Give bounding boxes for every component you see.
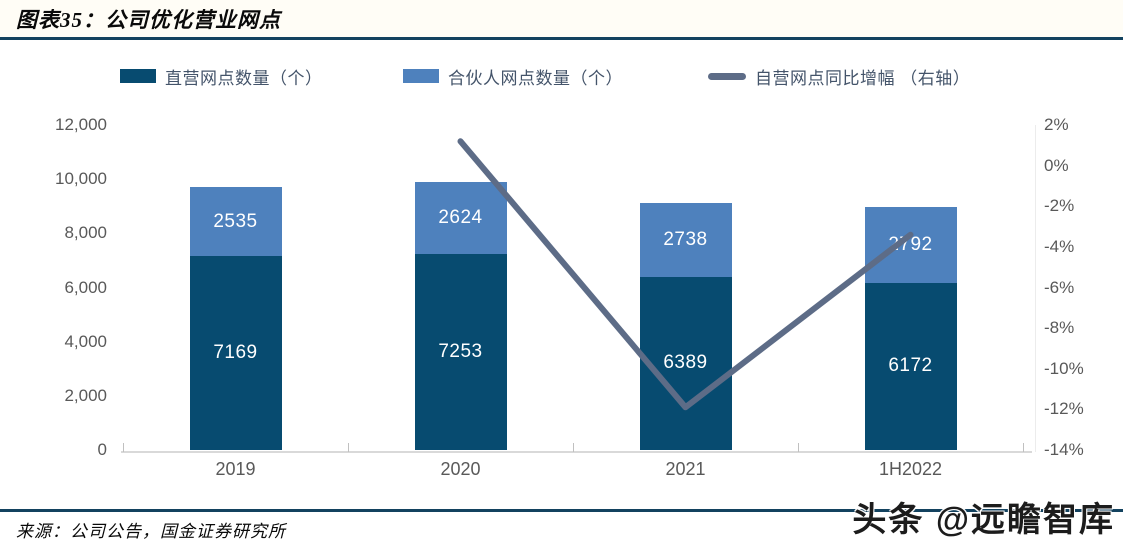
x-axis-tick: [573, 443, 574, 452]
legend-item-direct-outlets: 直营网点数量（个）: [120, 62, 323, 90]
bar-segment-direct: 7253: [414, 253, 507, 450]
title-rule: [0, 37, 1123, 40]
x-axis-tick: [798, 443, 799, 452]
right-axis-label: -12%: [1044, 399, 1084, 419]
bar-segment-partner: 2738: [639, 202, 732, 277]
right-axis-label: -8%: [1044, 318, 1075, 338]
bar-value-label: 2535: [213, 210, 258, 232]
bar-segment-partner: 2624: [414, 182, 507, 254]
category-label: 2019: [215, 459, 256, 479]
bar-value-label: 2792: [888, 234, 933, 256]
legend-label-yoy-growth: 自营网点同比增幅 （右轴）: [755, 68, 971, 88]
legend-swatch-line: [708, 72, 746, 80]
legend: 直营网点数量（个） 合伙人网点数量（个） 自营网点同比增幅 （右轴）: [0, 62, 1123, 90]
right-axis-label: -14%: [1044, 440, 1084, 459]
legend-item-partner-outlets: 合伙人网点数量（个）: [403, 62, 623, 90]
bar-segment-direct: 6172: [864, 282, 957, 450]
left-axis-label: 0: [97, 440, 107, 459]
footer-rule: [0, 509, 1123, 512]
figure-title: 图表35：公司优化营业网点: [16, 8, 281, 32]
x-axis-tick: [123, 443, 124, 452]
bar-segment-direct: 7169: [189, 255, 282, 450]
category-label: 1H2022: [878, 459, 943, 479]
right-axis-label: 0%: [1044, 155, 1069, 175]
legend-label-partner-outlets: 合伙人网点数量（个）: [448, 68, 623, 88]
left-axis-label: 10,000: [55, 169, 107, 189]
right-axis-label: -10%: [1044, 358, 1084, 378]
right-axis-label: -2%: [1044, 196, 1075, 216]
bar-value-label: 2738: [663, 228, 708, 250]
bar-segment-direct: 6389: [639, 276, 732, 450]
left-axis-label: 6,000: [64, 277, 107, 297]
source-note: 来源：公司公告，国金证券研究所: [16, 522, 286, 541]
legend-swatch-dark-bar: [120, 69, 156, 83]
left-axis-label: 12,000: [55, 115, 107, 134]
bar-value-label: 2624: [438, 207, 483, 229]
right-axis-label: -6%: [1044, 277, 1075, 297]
bar-value-label: 7253: [438, 340, 483, 362]
right-axis-label: 2%: [1044, 115, 1069, 134]
bar-value-label: 6389: [663, 352, 708, 374]
legend-label-direct-outlets: 直营网点数量（个）: [165, 68, 323, 88]
category-label: 2021: [665, 459, 706, 479]
bar-segment-partner: 2535: [189, 187, 282, 256]
watermark: 头条 @远瞻智库: [852, 501, 1115, 539]
left-axis-label: 4,000: [64, 331, 107, 351]
legend-swatch-light-bar: [403, 69, 439, 83]
x-axis-tick: [348, 443, 349, 452]
header-band: [0, 0, 1123, 37]
right-axis-label: -4%: [1044, 236, 1075, 256]
bar-value-label: 7169: [213, 341, 258, 363]
x-axis-line: [121, 451, 1032, 453]
left-axis-label: 8,000: [64, 223, 107, 243]
category-label: 2020: [440, 459, 481, 479]
bar-value-label: 6172: [888, 355, 933, 377]
x-axis-tick: [1023, 443, 1024, 452]
legend-item-yoy-growth: 自营网点同比增幅 （右轴）: [708, 62, 970, 90]
left-axis-label: 2,000: [64, 385, 107, 405]
right-axis-line: [1035, 125, 1036, 452]
bar-segment-partner: 2792: [864, 207, 957, 283]
